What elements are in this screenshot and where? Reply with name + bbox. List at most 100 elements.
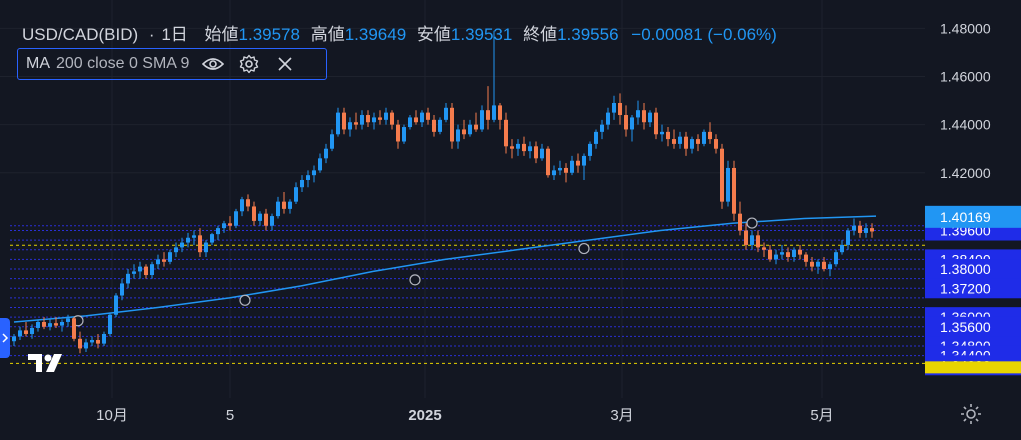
svg-text:1.35600: 1.35600 [940,319,991,335]
candle [726,160,730,207]
candle [150,261,154,279]
candle [612,95,616,120]
candle [240,196,244,217]
candle [474,112,478,132]
candle [372,112,376,130]
candle [642,102,646,130]
indicator-legend[interactable]: MA 200 close 0 SMA 9 [17,48,327,80]
interval-label[interactable]: 1日 [161,25,188,44]
level-price-label: 1.37200 [925,278,1021,299]
candlesticks [12,30,874,354]
close-icon[interactable] [273,52,297,76]
candle [60,319,64,332]
indicator-name[interactable]: MA [26,55,50,72]
time-axis[interactable]: 10月 5 2025 3月 5月 [0,398,925,440]
candle [24,321,28,337]
indicator-params[interactable]: 200 close 0 SMA 9 [56,55,190,72]
candle [690,136,694,154]
candle [210,232,214,245]
candle [588,141,592,161]
candle [54,317,58,328]
price-tick-label: 1.48000 [940,20,991,36]
candle [534,141,538,164]
candle [144,264,148,279]
candle [750,230,754,250]
candle [684,131,688,156]
candle [12,333,16,347]
candle [522,136,526,156]
tradingview-logo [28,350,68,374]
candle [492,30,496,123]
high-label: 高値 [310,25,345,44]
open-value: 1.39578 [238,25,300,44]
candle [438,117,442,135]
candle [30,324,34,339]
candle [390,110,394,130]
candle [228,216,232,231]
time-tick-label: 10月 [96,407,128,424]
candle [660,124,664,142]
candle [558,160,562,176]
candle [516,139,520,156]
candle [678,131,682,149]
candle [510,139,514,159]
candle [798,244,802,260]
candle [168,249,172,265]
yellow-level-label [925,361,1021,374]
eye-icon[interactable] [201,52,225,76]
candle [540,143,544,161]
candle [258,211,262,226]
candle [36,319,40,332]
candle [396,119,400,149]
candle [78,331,82,354]
candle [66,314,70,327]
candle [348,117,352,137]
candle [486,86,490,130]
candle [792,247,796,262]
candle [828,261,832,277]
candle [804,252,808,267]
candle [264,208,268,231]
candle [120,278,124,301]
symbol-name[interactable]: USD/CAD(BID) [22,25,139,44]
candle [276,196,280,219]
candle [180,237,184,253]
legend-dot: · [148,25,155,44]
candle [90,336,94,347]
candle [414,110,418,125]
gear-icon[interactable] [237,52,261,76]
ma-marker[interactable] [746,217,758,229]
candle [744,223,748,250]
candle [780,244,784,260]
candle [618,93,622,125]
ma-marker[interactable] [578,242,590,255]
candle [84,338,88,353]
candle [108,312,112,337]
candle [570,155,574,176]
candle [312,165,316,183]
candle [138,261,142,279]
low-value: 1.39531 [450,25,513,44]
sun-settings-icon[interactable] [960,403,982,425]
price-tick-label: 1.46000 [940,69,991,85]
candle [696,134,700,152]
candle [504,112,508,154]
ma-marker[interactable] [409,274,421,286]
change-value: −0.00081 (−0.06%) [631,25,777,44]
candle [858,220,862,238]
low-label: 安値 [416,25,451,44]
candle [102,331,106,347]
ma-marker[interactable] [239,294,251,306]
candle [762,242,766,257]
candle [582,153,586,180]
candle [270,213,274,231]
price-tick-label: 1.44000 [940,117,991,133]
chart-plot-area[interactable] [0,0,925,398]
candle [324,143,328,164]
candle [822,256,826,272]
horizontal-levels [10,225,925,364]
candle [732,160,736,221]
collapse-handle[interactable] [0,318,10,358]
level-price-label: 1.35600 [925,316,1021,337]
